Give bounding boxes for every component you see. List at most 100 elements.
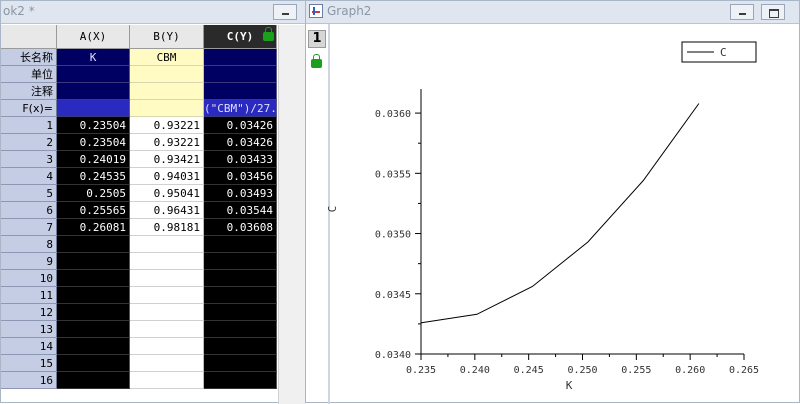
data-cell[interactable] <box>204 236 277 253</box>
series-line-c[interactable] <box>421 103 700 324</box>
column-header[interactable]: B(Y) <box>130 25 204 49</box>
data-cell[interactable] <box>204 355 277 372</box>
data-cell[interactable] <box>57 236 130 253</box>
data-cell[interactable]: 0.23504 <box>57 117 130 134</box>
data-cell[interactable] <box>57 372 130 389</box>
meta-row-label[interactable]: 注释 <box>1 83 57 100</box>
corner-cell[interactable] <box>1 25 57 49</box>
data-cell[interactable] <box>57 355 130 372</box>
row-number[interactable]: 7 <box>1 219 57 236</box>
row-number[interactable]: 10 <box>1 270 57 287</box>
meta-row-label[interactable]: F(x)= <box>1 100 57 117</box>
data-cell[interactable] <box>130 321 204 338</box>
meta-cell[interactable] <box>204 66 277 83</box>
data-cell[interactable]: 0.03456 <box>204 168 277 185</box>
data-cell[interactable] <box>130 236 204 253</box>
vertical-scrollbar[interactable] <box>278 25 306 404</box>
data-cell[interactable] <box>130 355 204 372</box>
data-cell[interactable]: 0.93221 <box>130 117 204 134</box>
data-cell[interactable] <box>130 253 204 270</box>
graph-restore-button[interactable] <box>761 4 785 20</box>
data-cell[interactable] <box>130 372 204 389</box>
meta-cell[interactable] <box>130 83 204 100</box>
meta-cell[interactable] <box>204 83 277 100</box>
data-cell[interactable] <box>130 270 204 287</box>
layer-number-tab[interactable]: 1 <box>308 30 326 48</box>
data-cell[interactable]: 0.2505 <box>57 185 130 202</box>
row-number[interactable]: 11 <box>1 287 57 304</box>
data-cell[interactable] <box>57 321 130 338</box>
data-cell[interactable] <box>204 253 277 270</box>
data-cell[interactable]: 0.94031 <box>130 168 204 185</box>
workbook-titlebar[interactable]: ok2 * <box>1 1 305 24</box>
data-cell[interactable]: 0.03544 <box>204 202 277 219</box>
graph-minimize-button[interactable] <box>730 4 754 20</box>
data-cell[interactable]: 0.25565 <box>57 202 130 219</box>
data-cell[interactable] <box>130 304 204 321</box>
data-cell[interactable]: 0.24019 <box>57 151 130 168</box>
graph-window[interactable]: Graph2 1 0.235 0.240 0.245 0.250 0.255 0.260 0… <box>305 0 800 404</box>
meta-cell[interactable]: K <box>57 49 130 66</box>
row-number[interactable]: 15 <box>1 355 57 372</box>
data-cell[interactable]: 0.03608 <box>204 219 277 236</box>
row-number[interactable]: 6 <box>1 202 57 219</box>
data-cell[interactable]: 0.26081 <box>57 219 130 236</box>
data-cell[interactable]: 0.23504 <box>57 134 130 151</box>
workbook-window[interactable]: ok2 * A(X) B(Y) C(Y) 长名称 K CBM 单位 注释 F(x)= ("CBM"… <box>0 0 306 404</box>
data-cell[interactable]: 0.03433 <box>204 151 277 168</box>
data-cell[interactable] <box>57 338 130 355</box>
meta-row-label[interactable]: 长名称 <box>1 49 57 66</box>
axes <box>420 89 744 355</box>
meta-row-label[interactable]: 单位 <box>1 66 57 83</box>
data-cell[interactable] <box>204 321 277 338</box>
legend-box[interactable] <box>681 41 757 63</box>
data-cell[interactable]: 0.93421 <box>130 151 204 168</box>
data-cell[interactable] <box>57 304 130 321</box>
graph-titlebar[interactable]: Graph2 <box>306 1 799 24</box>
data-cell[interactable]: 0.95041 <box>130 185 204 202</box>
row-number[interactable]: 14 <box>1 338 57 355</box>
y-tick-label: 0.0360 <box>375 109 411 120</box>
row-number[interactable]: 16 <box>1 372 57 389</box>
row-number[interactable]: 5 <box>1 185 57 202</box>
meta-cell[interactable] <box>130 100 204 117</box>
data-cell[interactable] <box>57 253 130 270</box>
row-number[interactable]: 2 <box>1 134 57 151</box>
meta-cell[interactable] <box>57 66 130 83</box>
data-cell[interactable]: 0.96431 <box>130 202 204 219</box>
meta-cell[interactable] <box>57 83 130 100</box>
row-number[interactable]: 9 <box>1 253 57 270</box>
data-cell[interactable] <box>204 304 277 321</box>
data-cell[interactable] <box>204 372 277 389</box>
data-cell[interactable] <box>130 338 204 355</box>
data-cell[interactable]: 0.03493 <box>204 185 277 202</box>
row-number[interactable]: 4 <box>1 168 57 185</box>
worksheet-grid[interactable]: A(X) B(Y) C(Y) 长名称 K CBM 单位 注释 F(x)= ("CBM")/27. 1… <box>1 25 277 404</box>
data-cell[interactable] <box>57 287 130 304</box>
meta-cell[interactable]: ("CBM")/27. <box>204 100 277 117</box>
meta-cell[interactable] <box>130 66 204 83</box>
y-tick-label: 0.0345 <box>375 290 411 301</box>
data-cell[interactable] <box>57 270 130 287</box>
meta-cell[interactable] <box>57 100 130 117</box>
data-cell[interactable] <box>204 287 277 304</box>
row-number[interactable]: 13 <box>1 321 57 338</box>
data-cell[interactable] <box>204 338 277 355</box>
row-number[interactable]: 12 <box>1 304 57 321</box>
data-cell[interactable] <box>130 287 204 304</box>
plot-area[interactable]: 0.235 0.240 0.245 0.250 0.255 0.260 0.265 0.034… <box>306 1 799 404</box>
data-cell[interactable]: 0.98181 <box>130 219 204 236</box>
data-cell[interactable]: 0.93221 <box>130 134 204 151</box>
data-cell[interactable]: 0.03426 <box>204 134 277 151</box>
tick-marks: 0.235 0.240 0.245 0.250 0.255 0.260 0.265 0.034… <box>375 109 759 376</box>
workbook-minimize-button[interactable] <box>273 4 297 20</box>
data-cell[interactable]: 0.03426 <box>204 117 277 134</box>
row-number[interactable]: 3 <box>1 151 57 168</box>
column-header[interactable]: A(X) <box>57 25 130 49</box>
row-number[interactable]: 1 <box>1 117 57 134</box>
data-cell[interactable] <box>204 270 277 287</box>
meta-cell[interactable] <box>204 49 277 66</box>
data-cell[interactable]: 0.24535 <box>57 168 130 185</box>
row-number[interactable]: 8 <box>1 236 57 253</box>
meta-cell[interactable]: CBM <box>130 49 204 66</box>
